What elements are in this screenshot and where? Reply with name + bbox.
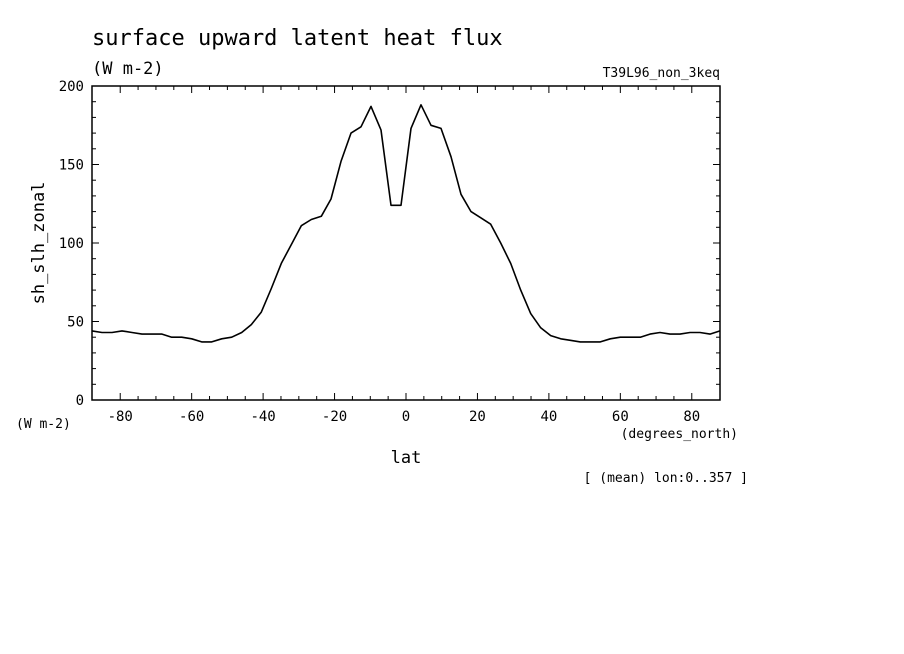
run-label: T39L96_non_3keq bbox=[603, 66, 720, 81]
x-axis-ticks: -80 -60 -40 -20 0 20 40 60 80 bbox=[108, 86, 700, 425]
y-axis-label: sh_slh_zonal bbox=[29, 182, 49, 305]
chart-title-units: (W m-2) bbox=[92, 59, 164, 79]
x-tick-label: -40 bbox=[250, 409, 275, 425]
x-tick-label: 60 bbox=[612, 409, 629, 425]
x-axis-label: lat bbox=[391, 448, 422, 468]
x-tick-label: -60 bbox=[179, 409, 204, 425]
series-line-0 bbox=[91, 104, 721, 343]
y-axis-ticks: 0 50 100 150 200 bbox=[59, 79, 720, 409]
y-tick-label: 150 bbox=[59, 158, 84, 174]
x-tick-label: 0 bbox=[402, 409, 410, 425]
x-tick-label: 20 bbox=[469, 409, 486, 425]
chart-title: surface upward latent heat flux bbox=[92, 26, 503, 51]
x-tick-label: 40 bbox=[540, 409, 557, 425]
y-tick-label: 200 bbox=[59, 79, 84, 95]
plot-frame bbox=[91, 85, 721, 401]
y-tick-label: 0 bbox=[76, 393, 84, 409]
y-tick-label: 100 bbox=[59, 236, 84, 252]
x-axis-units: (degrees_north) bbox=[621, 427, 738, 442]
series-layer bbox=[91, 104, 721, 343]
y-tick-label: 50 bbox=[67, 315, 84, 331]
footnote: [ (mean) lon:0..357 ] bbox=[584, 471, 748, 486]
x-tick-label: -20 bbox=[322, 409, 347, 425]
y-axis-units: (W m-2) bbox=[16, 417, 71, 432]
x-tick-label: 80 bbox=[683, 409, 700, 425]
x-tick-label: -80 bbox=[108, 409, 133, 425]
